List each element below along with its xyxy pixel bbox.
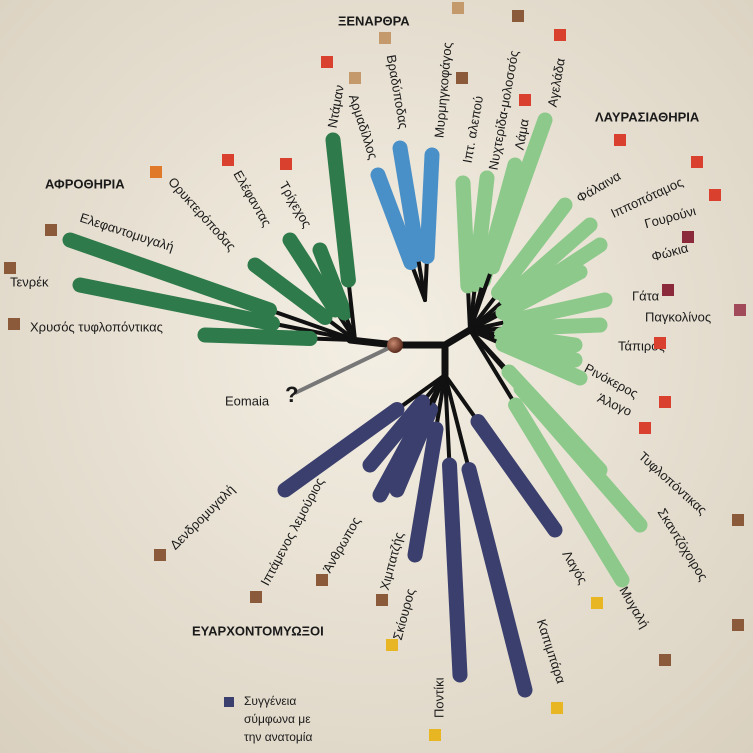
leaf-label: Ποντίκι	[431, 677, 446, 718]
branch	[419, 147, 440, 264]
leaf-marker	[662, 284, 674, 296]
leaf-marker	[321, 56, 333, 68]
branch	[470, 414, 563, 538]
leaf-marker	[379, 32, 391, 44]
leaf-label: Παγκολίνος	[645, 309, 711, 324]
branch	[503, 292, 613, 329]
branch	[197, 327, 318, 346]
leaf-label: Ντάμαν	[325, 84, 347, 129]
branch	[495, 336, 588, 386]
leaf-marker	[512, 10, 524, 22]
branch	[370, 167, 419, 270]
branch	[372, 403, 433, 503]
legend-text: σύμφωνα με	[244, 712, 311, 726]
group-label: ΑΦΡΟΘΗΡΙΑ	[45, 176, 125, 191]
branch	[247, 257, 333, 325]
leaf-marker	[691, 156, 703, 168]
leaf-marker	[154, 549, 166, 561]
branch	[498, 217, 598, 306]
branch	[495, 264, 588, 321]
branch-stem	[270, 321, 357, 342]
leaf-marker	[614, 134, 626, 146]
leaf-label: Λάμα	[512, 117, 532, 151]
branch	[491, 197, 573, 300]
branch	[467, 170, 495, 292]
leaf-marker	[386, 639, 398, 651]
branch-stem	[395, 373, 447, 412]
eomaia-label: Eomaia	[225, 393, 270, 408]
branch	[282, 232, 343, 318]
leaf-marker	[734, 304, 746, 316]
leaf-marker	[8, 318, 20, 330]
branch	[508, 397, 630, 588]
branch	[461, 462, 533, 698]
leaf-marker	[429, 729, 441, 741]
leaf-marker	[554, 29, 566, 41]
branch-stem	[346, 278, 357, 342]
branch-stem	[443, 373, 471, 472]
branch	[501, 364, 608, 478]
root-node	[387, 337, 403, 353]
leaf-marker	[519, 94, 531, 106]
leaf-marker	[639, 422, 651, 434]
branch	[455, 175, 476, 294]
branch	[407, 421, 444, 563]
leaf-marker	[682, 231, 694, 243]
leaf-marker	[4, 262, 16, 274]
leaf-label: Γάτα	[632, 288, 660, 303]
branch	[501, 317, 608, 336]
leaf-label: Χρυσός τυφλοπόντικας	[30, 319, 163, 334]
branch	[277, 402, 405, 498]
leaf-marker	[659, 654, 671, 666]
branch	[72, 277, 280, 331]
leaf-marker	[591, 597, 603, 609]
branch	[325, 132, 356, 288]
leaf-marker	[709, 189, 721, 201]
group-label: ΞΕΝΑΡΘΡΑ	[338, 13, 410, 28]
legend-text: την ανατομία	[244, 730, 312, 744]
leaf-marker	[150, 166, 162, 178]
leaf-marker	[456, 72, 468, 84]
branch-stem	[468, 265, 495, 332]
leaf-marker	[250, 591, 262, 603]
branch-stem	[443, 373, 480, 424]
eomaia-branch	[294, 343, 396, 395]
leaf-marker	[222, 154, 234, 166]
leaf-marker	[654, 337, 666, 349]
leaf-marker	[659, 396, 671, 408]
branch	[485, 112, 553, 275]
legend-text: Συγγένεια	[244, 694, 296, 708]
branch-stem	[434, 373, 447, 431]
leaf-marker	[551, 702, 563, 714]
legend-swatch	[224, 697, 234, 707]
leaf-marker	[376, 594, 388, 606]
leaf-marker	[732, 619, 744, 631]
branches	[62, 112, 648, 698]
group-label: ΛΑΥΡΑΣΙΑΘΗΡΙΑ	[595, 109, 700, 124]
branch-stem	[267, 308, 357, 342]
leaf-marker	[452, 2, 464, 14]
branch	[442, 457, 468, 683]
branch	[392, 140, 425, 262]
eomaia-question: ?	[285, 382, 298, 407]
branch-stem	[468, 328, 518, 407]
leaf-label: Τενρέκ	[10, 274, 49, 289]
leaf-label: Τάπιρος	[618, 338, 665, 353]
leaf-marker	[45, 224, 57, 236]
leaf-marker	[316, 574, 328, 586]
leaf-marker	[732, 514, 744, 526]
branch	[312, 242, 352, 321]
leaf-marker	[349, 72, 361, 84]
leaf-marker	[280, 158, 292, 170]
group-label: ΕΥΑΡΧΟΝΤΟΜΥΩΞΟΙ	[192, 623, 324, 638]
branch	[362, 394, 430, 473]
branch-stem	[443, 373, 452, 467]
branch	[62, 232, 277, 318]
